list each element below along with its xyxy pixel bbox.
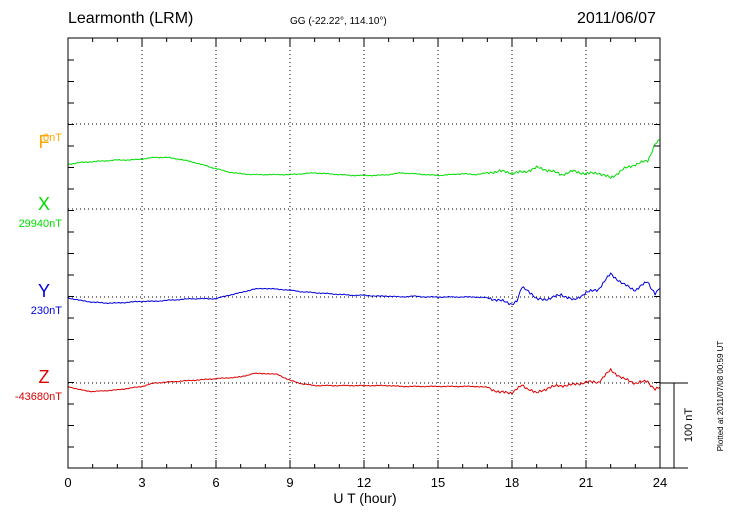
grid <box>68 38 660 468</box>
series-baseline-y: 230nT <box>31 305 62 317</box>
x-tick-label: 3 <box>138 475 145 490</box>
series-label-z: Z <box>39 367 50 387</box>
series-label-f: F <box>39 132 50 152</box>
series-line-x <box>67 139 661 179</box>
scale-bar-label: 100 nT <box>683 408 695 443</box>
x-axis-label: U T (hour) <box>333 490 396 506</box>
x-tick-label: 18 <box>505 475 519 490</box>
series-line-y <box>67 272 661 306</box>
series-label-y: Y <box>38 281 50 301</box>
series-baseline-f: 0nT <box>43 132 62 144</box>
plotted-timestamp: Plotted at 2011/07/08 00:59 UT <box>716 341 725 452</box>
series-baseline-z: -43680nT <box>15 391 62 403</box>
station-title: Learmonth (LRM) <box>68 10 194 27</box>
series-label-x: X <box>38 194 50 214</box>
x-tick-label: 24 <box>653 475 667 490</box>
series-line-z <box>67 368 661 395</box>
x-tick-label: 6 <box>212 475 219 490</box>
x-tick-label: 12 <box>357 475 371 490</box>
axes <box>67 37 688 469</box>
x-tick-label: 0 <box>64 475 71 490</box>
series-baseline-x: 29940nT <box>19 218 63 230</box>
x-tick-label: 15 <box>431 475 445 490</box>
x-tick-label: 9 <box>286 475 293 490</box>
coordinates: GG (-22.22°, 114.10°) <box>290 16 387 27</box>
series-lines <box>67 139 661 395</box>
x-tick-label: 21 <box>579 475 593 490</box>
date-label: 2011/06/07 <box>577 10 656 27</box>
